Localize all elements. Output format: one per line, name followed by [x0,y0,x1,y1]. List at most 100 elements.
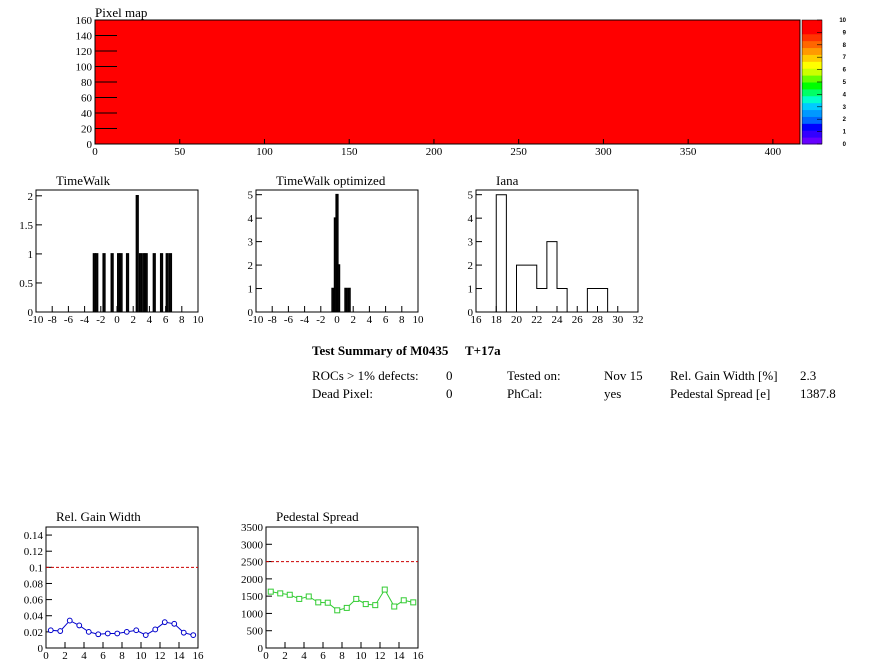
data-point [66,617,73,624]
series-line [270,588,414,611]
data-point [315,599,322,606]
data-point [142,632,149,638]
data-point [123,628,130,635]
data-point [305,593,312,600]
palette-tick-label: 6 [843,68,847,74]
data-point [180,629,187,636]
y-tick-label: 60 [81,93,93,105]
y-tick-label: 500 [247,626,264,638]
y-tick-label: 0.06 [24,595,44,607]
x-tick-label: 4 [367,314,373,326]
y-tick-label: 3 [468,237,474,249]
plot-title: TimeWalk optimized [276,173,386,188]
y-tick-label: 4 [468,213,474,225]
x-tick-label: -4 [80,314,90,326]
x-tick-label: 16 [471,314,483,326]
x-tick-label: 22 [531,314,542,326]
histogram-bin [159,253,164,312]
x-tick-label: -6 [64,314,74,326]
data-point [76,622,83,629]
x-tick-label: -6 [284,314,294,326]
palette-swatch [802,20,822,28]
palette-swatch [802,130,822,138]
x-tick-label: 12 [155,650,166,662]
histogram-bin [138,253,143,312]
data-point [267,588,274,595]
histogram-bin [110,253,114,312]
palette-swatch [802,40,822,49]
x-tick-label: -8 [268,314,278,326]
x-tick-label: 0 [263,650,269,662]
y-tick-label: 1 [468,284,474,296]
x-tick-label: 20 [511,314,523,326]
y-tick-label: 2 [28,191,34,203]
tested-on-label: Tested on: [507,368,561,383]
palette-tick-label: 10 [839,18,846,24]
palette-tick-label: 1 [843,130,847,136]
palette-swatch [802,68,822,76]
y-tick-label: 1 [248,284,254,296]
y-tick-label: 5 [248,190,254,202]
data-point [334,607,341,614]
summary-temperature: T+17a [465,343,501,358]
data-point [161,619,168,626]
palette-tick-label: 9 [843,30,847,36]
histogram-bin [117,253,121,312]
data-point [410,599,417,606]
x-tick-label: -10 [249,314,264,326]
data-point [133,627,140,634]
plot-title: Pedestal Spread [276,509,359,524]
palette-tick-label: 0 [843,142,847,148]
histogram-bin [102,253,106,312]
y-tick-label: 1 [28,249,34,261]
palette-tick-label: 3 [843,105,847,111]
x-tick-label: 2 [350,314,356,326]
histogram-bin [125,253,130,312]
palette-swatch [802,26,822,35]
x-tick-label: 14 [394,650,406,662]
x-tick-label: -2 [96,314,105,326]
palette-tick-label: 5 [843,80,847,86]
dead-pixel-label: Dead Pixel: [312,386,374,401]
data-point [95,631,102,638]
y-tick-label: 3 [248,237,254,249]
y-tick-label: 20 [81,124,93,136]
palette-tick-label: 2 [843,117,847,123]
x-tick-label: 32 [633,314,644,326]
data-point [286,591,293,598]
palette-swatch [802,137,822,145]
y-tick-label: 0.1 [29,562,43,574]
timewalk-chart: TimeWalk-10 -8 -6 -4 -2 0 2 4 6 8 1000.511.52 [19,173,204,326]
tested-on-value: Nov 15 [604,368,643,383]
x-tick-label: 8 [179,314,185,326]
palette-swatch [802,47,822,55]
histogram-bin [95,253,99,312]
y-tick-label: 2 [468,260,474,272]
x-tick-label: -10 [29,314,44,326]
gain-width-label: Rel. Gain Width [%] [670,368,778,383]
data-point [372,602,379,609]
palette-tick-label: 4 [843,92,847,98]
palette-swatch [802,88,822,97]
y-tick-label: 0 [87,139,93,151]
y-tick-label: 0.08 [24,578,44,590]
data-point [104,630,111,637]
y-tick-label: 0.12 [24,546,43,558]
y-tick-label: 0 [248,307,254,319]
plot-title: Rel. Gain Width [56,509,141,524]
pedestal-spread-chart: Pedestal Spread 0 2 4 6 8 10 12 14 16 0 500 1000 1500… [241,509,424,662]
x-tick-label: 4 [81,650,87,662]
y-tick-label: 0.04 [24,611,44,623]
x-tick-label: 10 [356,650,368,662]
y-tick-label: 4 [248,213,254,225]
y-tick-label: 2000 [241,574,264,586]
data-point [391,603,398,610]
x-tick-label: 16 [413,650,425,662]
x-tick-label: 24 [552,314,564,326]
x-tick-label: 150 [341,146,358,158]
timewalk-optimized-chart: TimeWalk optimized-10 -8 -6 -4 -2 0 2 4 6 8 100123… [248,173,425,326]
x-tick-label: 10 [193,314,205,326]
x-tick-label: 8 [119,650,125,662]
